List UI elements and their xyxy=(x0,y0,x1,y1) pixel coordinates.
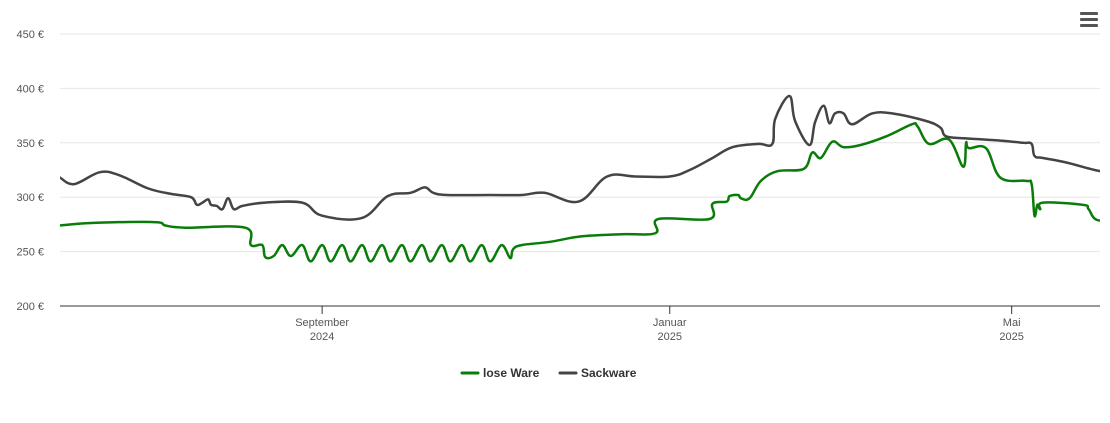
x-tick-year: 2025 xyxy=(658,331,682,343)
y-tick-label: 450 € xyxy=(16,29,44,41)
legend[interactable]: lose Ware Sackware xyxy=(460,366,637,380)
legend-item-0[interactable]: lose Ware xyxy=(460,366,540,380)
x-axis-ticks: September 2024 Januar 2025 Mai 2025 xyxy=(295,306,1024,343)
y-tick-label: 300 € xyxy=(16,192,44,204)
x-tick-year: 2025 xyxy=(999,331,1023,343)
x-tick-year: 2024 xyxy=(310,331,334,343)
x-tick-month: September xyxy=(295,317,349,329)
x-tick-month: Mai xyxy=(1003,317,1021,329)
legend-label: Sackware xyxy=(581,366,637,380)
y-tick-label: 250 € xyxy=(16,247,44,259)
chart-menu-icon[interactable] xyxy=(1078,12,1100,32)
legend-item-1[interactable]: Sackware xyxy=(558,366,637,380)
series-line-1[interactable] xyxy=(60,94,1110,221)
y-tick-label: 400 € xyxy=(16,83,44,95)
series-line-0[interactable] xyxy=(60,122,1110,263)
y-tick-label: 200 € xyxy=(16,301,44,313)
y-axis-ticks: 450 € 400 € 350 € 300 € 250 € 200 € xyxy=(16,29,44,313)
y-tick-label: 350 € xyxy=(16,138,44,150)
legend-label: lose Ware xyxy=(483,366,540,380)
series-lines[interactable] xyxy=(60,94,1110,263)
x-tick-month: Januar xyxy=(653,317,687,329)
grid-lines xyxy=(60,33,1100,253)
